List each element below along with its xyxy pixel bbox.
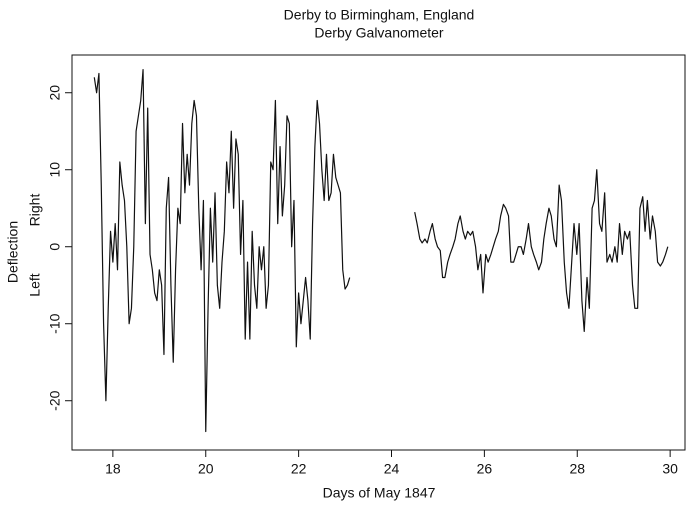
y-tick-label: 0 [47, 243, 63, 251]
x-tick-label: 30 [662, 461, 678, 477]
y-tick-label: 10 [47, 162, 63, 178]
annotation: Right [27, 194, 43, 227]
x-axis-label: Days of May 1847 [323, 485, 436, 501]
chart-title: Derby to Birmingham, England [284, 7, 475, 23]
data-line [93, 69, 669, 433]
x-tick-label: 20 [198, 461, 214, 477]
x-tick-label: 22 [291, 461, 307, 477]
x-tick-label: 18 [105, 461, 121, 477]
y-tick-label: -20 [47, 390, 63, 410]
x-tick-label: 24 [384, 461, 400, 477]
x-tick-label: 28 [569, 461, 585, 477]
y-tick-label: 20 [47, 85, 63, 101]
y-axis-label: Deflection [5, 221, 21, 283]
x-tick-label: 26 [477, 461, 493, 477]
chart-subtitle: Derby Galvanometer [314, 25, 444, 41]
annotation: Left [27, 273, 43, 296]
y-tick-label: -10 [47, 313, 63, 333]
plot-frame [71, 54, 686, 451]
